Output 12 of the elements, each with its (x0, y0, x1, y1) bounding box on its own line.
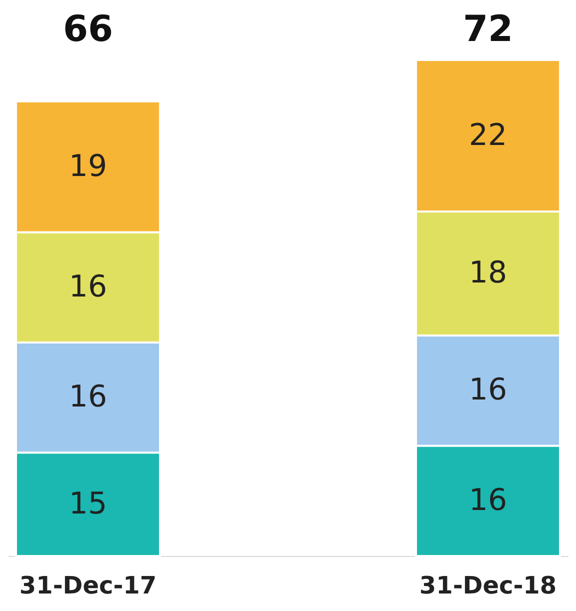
data-label: 16 (68, 269, 108, 304)
data-label: 22 (468, 118, 508, 153)
total-label: 72 (462, 9, 514, 50)
data-label: 15 (68, 486, 108, 522)
data-label: 16 (468, 372, 508, 408)
data-label: 16 (468, 482, 508, 518)
total-label: 66 (62, 9, 114, 50)
data-label: 16 (68, 380, 108, 415)
data-label: 19 (68, 148, 108, 184)
x-tick-label: 31-Dec-17 (19, 572, 157, 600)
data-label: 18 (468, 256, 508, 291)
x-tick-label: 31-Dec-18 (419, 572, 557, 600)
